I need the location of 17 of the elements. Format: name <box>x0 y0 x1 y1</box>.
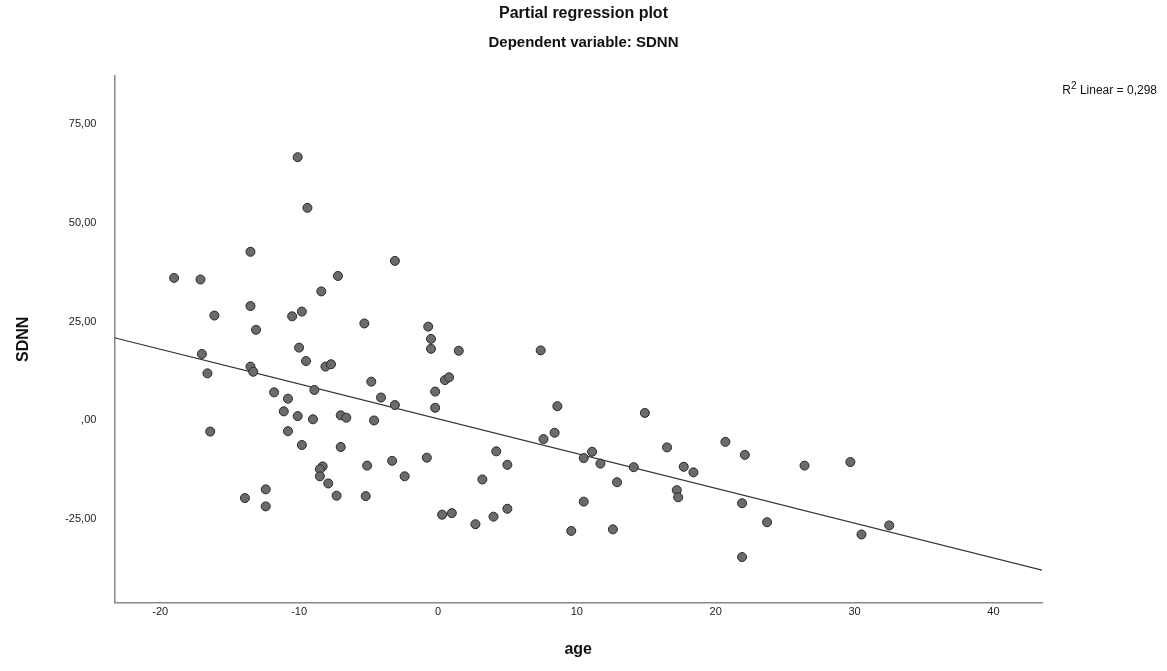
y-tick-label: ,00 <box>81 413 97 426</box>
x-tick-label: 30 <box>848 605 861 618</box>
y-tick-label: 25,00 <box>68 314 97 327</box>
y-axis-title: SDNN <box>14 316 32 362</box>
x-tick-label: -20 <box>152 605 169 618</box>
y-tick-label: 50,00 <box>68 215 97 228</box>
text: R$^{2}$ Linear = 0,298 <box>1062 80 1157 97</box>
y-tick-label: -25,00 <box>65 512 97 525</box>
x-axis-title: age <box>564 639 593 657</box>
x-tick-label: 20 <box>709 605 722 618</box>
x-tick-label: 0 <box>434 605 442 618</box>
x-tick-label: 40 <box>987 605 1000 618</box>
chart-title: Partial regression plot <box>498 4 669 22</box>
y-tick-label: 75,00 <box>68 116 97 129</box>
x-tick-label: 10 <box>570 605 583 618</box>
chart-subtitle: Dependent variable: SDNN <box>487 33 680 50</box>
x-tick-label: -10 <box>291 605 308 618</box>
